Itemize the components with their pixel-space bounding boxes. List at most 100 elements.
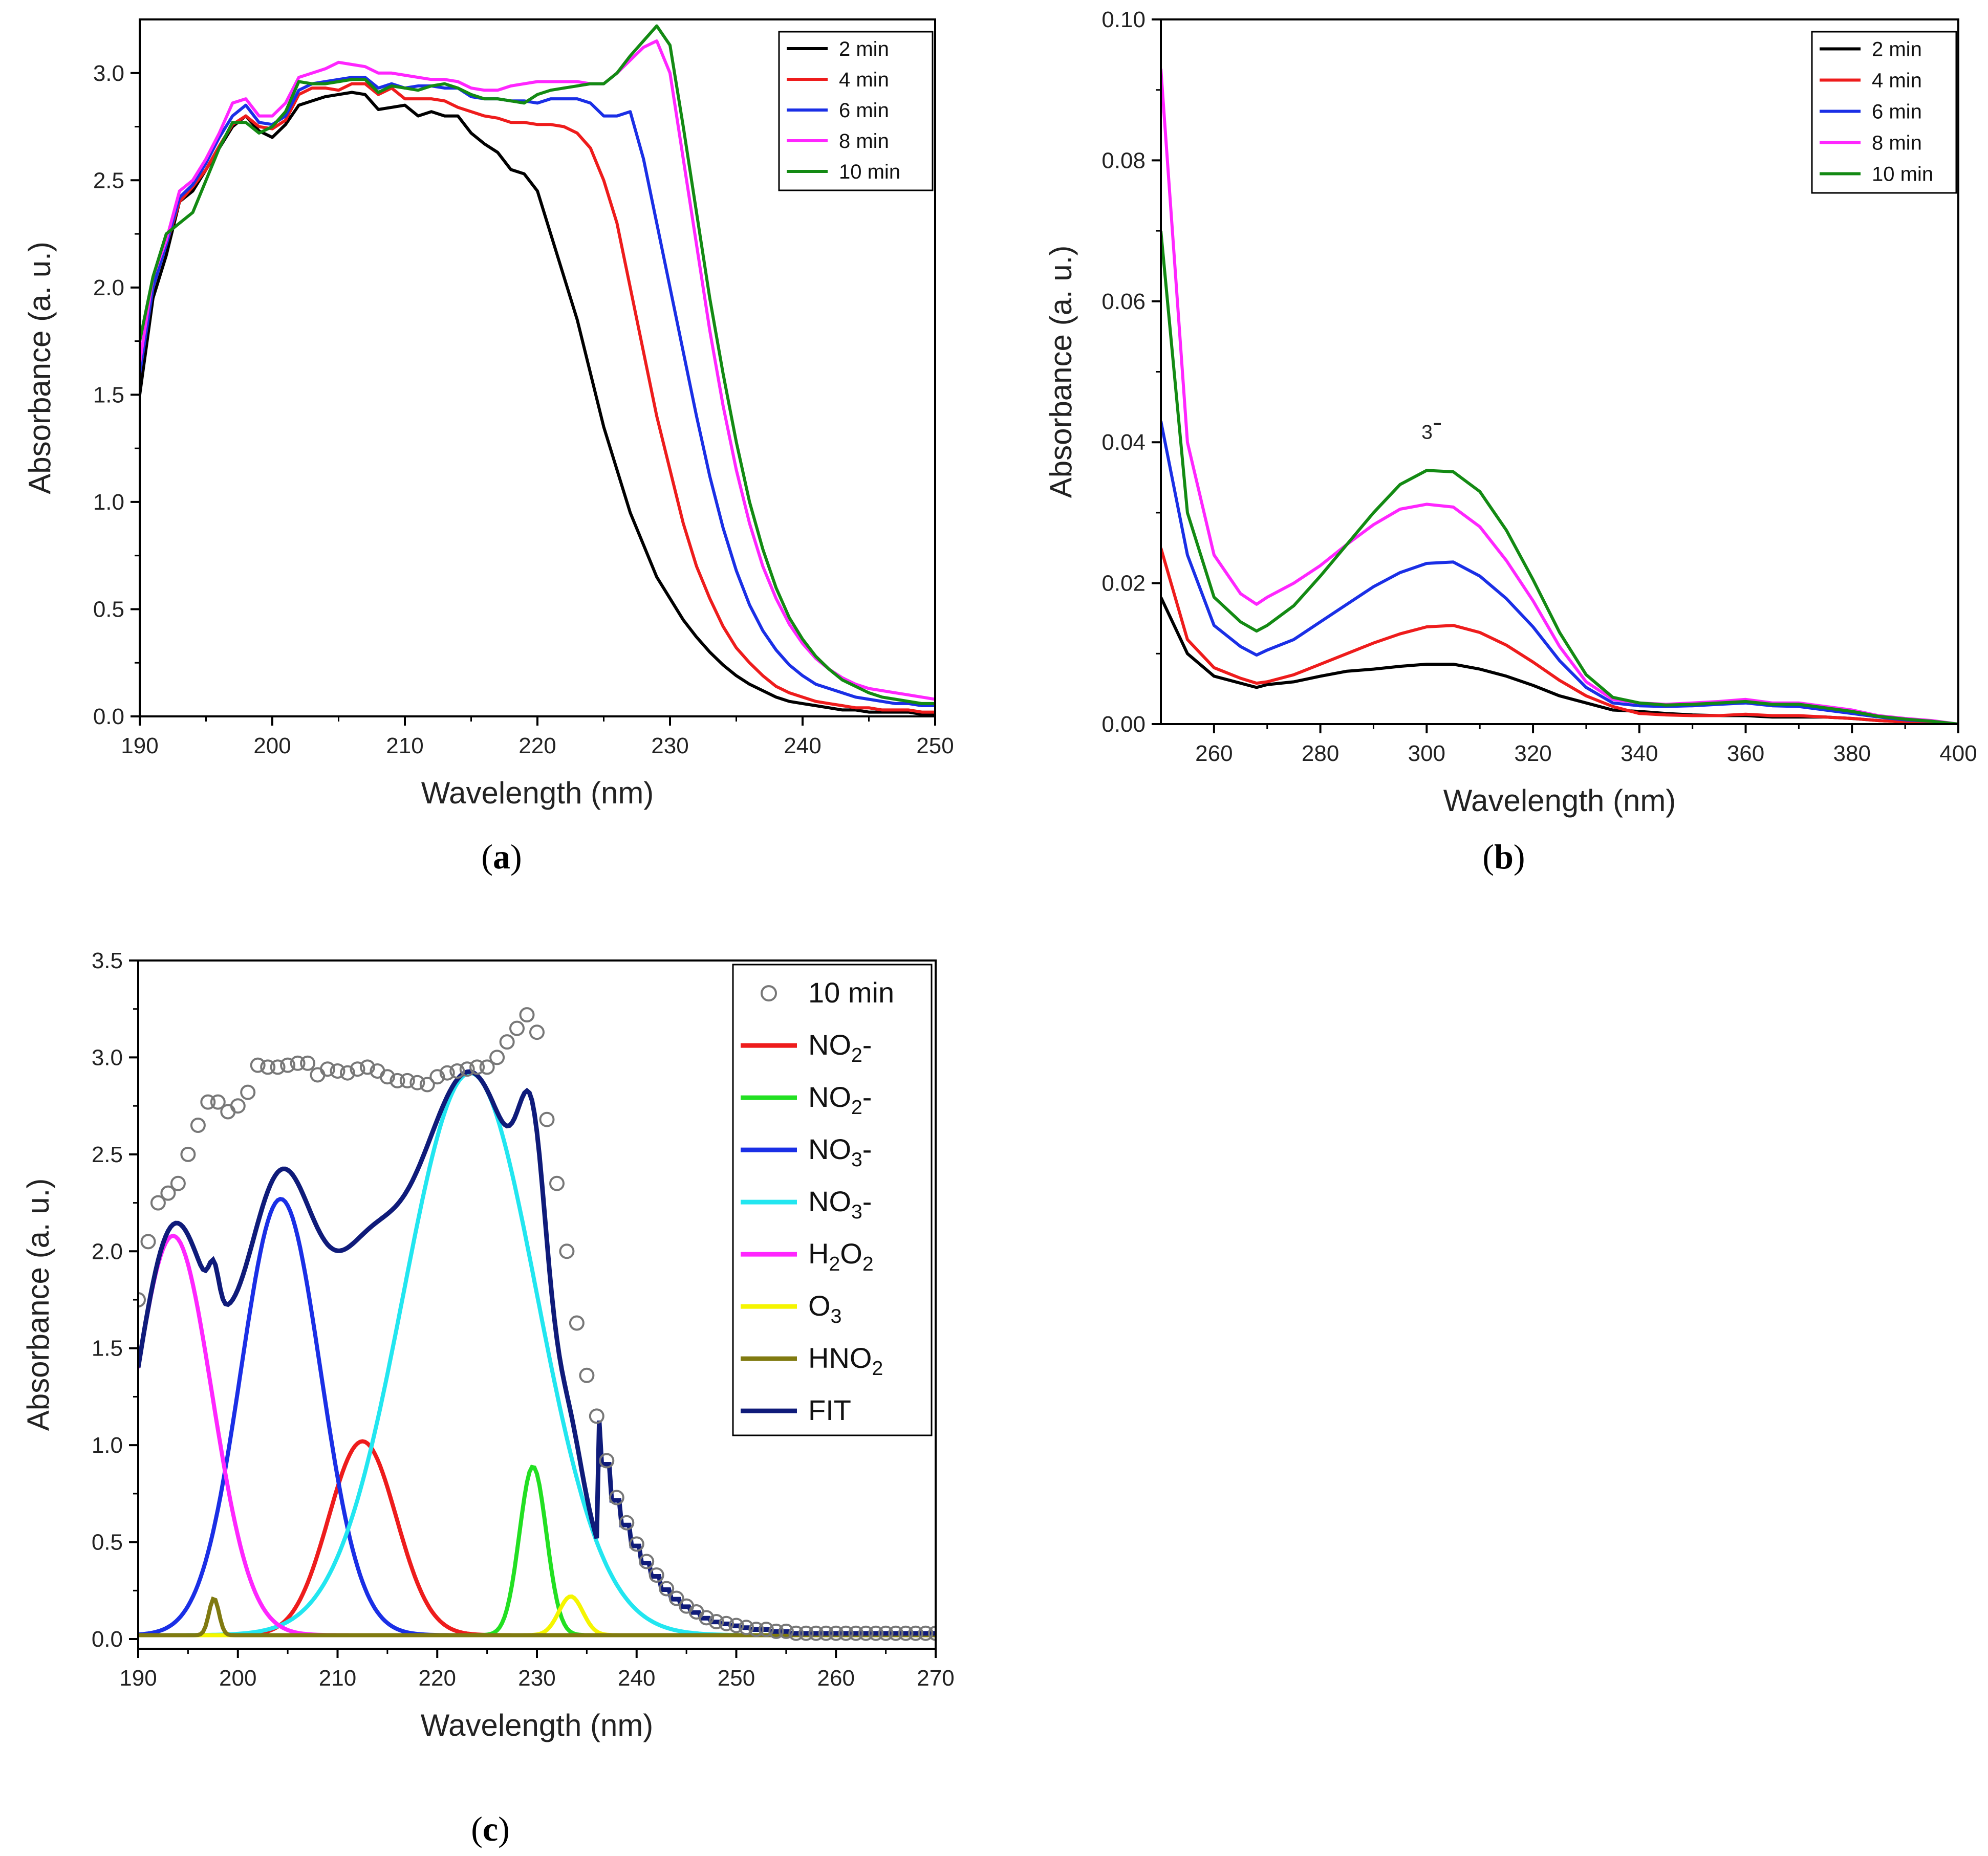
data-point-69 (808, 1625, 824, 1641)
x-tick-label: 210 (319, 1666, 356, 1691)
data-point-23 (350, 1061, 365, 1077)
data-point-76 (878, 1625, 894, 1641)
data-point-49 (609, 1490, 624, 1505)
x-tick-label: 360 (1727, 741, 1764, 766)
x-tick-label: 240 (618, 1666, 655, 1691)
data-point-31 (429, 1069, 445, 1085)
chart-panel-b: 260 280 300 320 340 360 380 400 0.00 0.02 0.04 0.06… (1044, 7, 1977, 876)
x-tick-label: 250 (718, 1666, 755, 1691)
y-tick-label: 0.0 (92, 1627, 123, 1652)
data-point-68 (798, 1625, 814, 1641)
y-tick-label: 0.00 (1101, 712, 1146, 737)
data-point-41 (529, 1024, 545, 1040)
y-tick-label: 1.5 (93, 382, 124, 407)
data-point-14 (260, 1059, 276, 1075)
series-line-2 (1161, 547, 1958, 724)
x-tick-label: 280 (1302, 741, 1339, 766)
x-tick-label: 230 (518, 1666, 555, 1691)
data-point-8 (200, 1094, 216, 1110)
x-tick-label: 220 (419, 1666, 456, 1691)
x-tick-label: 200 (219, 1666, 256, 1691)
data-point-27 (390, 1073, 405, 1088)
data-point-58 (699, 1610, 715, 1626)
data-point-53 (649, 1567, 664, 1583)
data-point-34 (459, 1061, 475, 1077)
data-point-9 (210, 1094, 226, 1110)
data-point-60 (719, 1615, 734, 1631)
data-point-81 (928, 1625, 936, 1641)
legend-label-3: 6 min (1872, 101, 1922, 123)
data-point-55 (668, 1590, 684, 1606)
data-point-7 (190, 1118, 206, 1133)
x-tick-label: 270 (917, 1666, 954, 1691)
y-tick-label: 3.0 (92, 1045, 123, 1070)
y-tick-label: 0.02 (1101, 571, 1146, 596)
y-tick-label: 3.0 (93, 61, 124, 86)
data-point-45 (569, 1315, 585, 1331)
data-point-36 (479, 1059, 495, 1075)
x-tick-label: 400 (1939, 741, 1977, 766)
data-point-21 (330, 1063, 345, 1079)
data-point-29 (409, 1075, 425, 1090)
x-tick-label: 200 (253, 733, 291, 758)
legend-label-4: NO3- (808, 1133, 872, 1171)
legend-label-5: 10 min (839, 161, 900, 183)
y-tick-label: 0.0 (93, 704, 124, 729)
data-point-70 (818, 1625, 834, 1641)
y-axis-title: Absorbance (a. u.) (21, 1178, 55, 1431)
legend-label-6: H2O2 (808, 1237, 874, 1275)
annotation-no3: 3- (1421, 406, 1442, 444)
x-tick-label: 300 (1408, 741, 1445, 766)
data-point-12 (240, 1084, 256, 1100)
chart-panel-c: 190 200 210 220 230 240 250 260 270 0.0 0.5 1.0 1.5 2… (21, 948, 955, 1848)
y-axis-title: Absorbance (a. u.) (23, 242, 57, 494)
data-point-33 (449, 1063, 465, 1079)
data-point-67 (788, 1625, 804, 1641)
legend: 2 min 4 min 6 min 8 min 10 min (778, 31, 934, 191)
data-point-46 (579, 1367, 595, 1383)
data-point-43 (549, 1175, 565, 1191)
y-axis-title: Absorbance (a. u.) (1044, 246, 1078, 498)
y-tick-label: 3.5 (92, 948, 123, 973)
x-axis-title: Wavelength (nm) (421, 1708, 654, 1742)
legend-label-1: 2 min (839, 38, 889, 60)
y-tick-label: 1.5 (92, 1336, 123, 1361)
x-tick-label: 250 (916, 733, 954, 758)
data-point-80 (918, 1625, 934, 1641)
legend-label-9: FIT (808, 1394, 851, 1426)
x-tick-label: 320 (1514, 741, 1551, 766)
series-line-3 (1161, 421, 1958, 724)
series-line-5 (1161, 230, 1958, 724)
data-point-66 (778, 1623, 794, 1639)
data-point-16 (280, 1057, 296, 1073)
data-point-51 (629, 1536, 644, 1552)
x-axis-title: Wavelength (nm) (1443, 783, 1676, 818)
data-point-4 (160, 1185, 176, 1201)
legend-label-2: 4 min (1872, 70, 1922, 92)
data-point-75 (868, 1625, 884, 1641)
data-point-15 (270, 1059, 286, 1075)
data-point-62 (739, 1620, 754, 1635)
data-point-71 (828, 1625, 844, 1641)
data-point-63 (748, 1622, 764, 1637)
data-point-37 (489, 1050, 505, 1065)
x-tick-label: 210 (386, 733, 423, 758)
legend-label-1: 2 min (1872, 38, 1922, 61)
component-line-2 (138, 1465, 936, 1637)
data-point-73 (848, 1625, 864, 1641)
data-point-52 (639, 1554, 655, 1569)
chart-panel-a: 190 200 210 220 230 240 250 0.0 0.5 1.0 1.5 2.0 2.5 3… (23, 18, 954, 876)
legend-label-4: 8 min (839, 130, 889, 152)
data-point-77 (888, 1625, 904, 1641)
y-tick-label: 0.5 (93, 597, 124, 622)
data-point-48 (599, 1453, 615, 1469)
data-point-26 (379, 1069, 395, 1085)
legend-label-4: 8 min (1872, 132, 1922, 155)
series-line-4 (140, 39, 935, 701)
data-point-78 (898, 1625, 914, 1641)
legend: 10 min NO2- NO2- NO3- NO3- H2O2 O3 HNO2 FIT (732, 964, 933, 1436)
x-tick-label: 190 (119, 1666, 157, 1691)
data-point-6 (180, 1146, 196, 1162)
data-point-30 (419, 1077, 435, 1093)
legend-label-7: O3 (808, 1290, 841, 1327)
